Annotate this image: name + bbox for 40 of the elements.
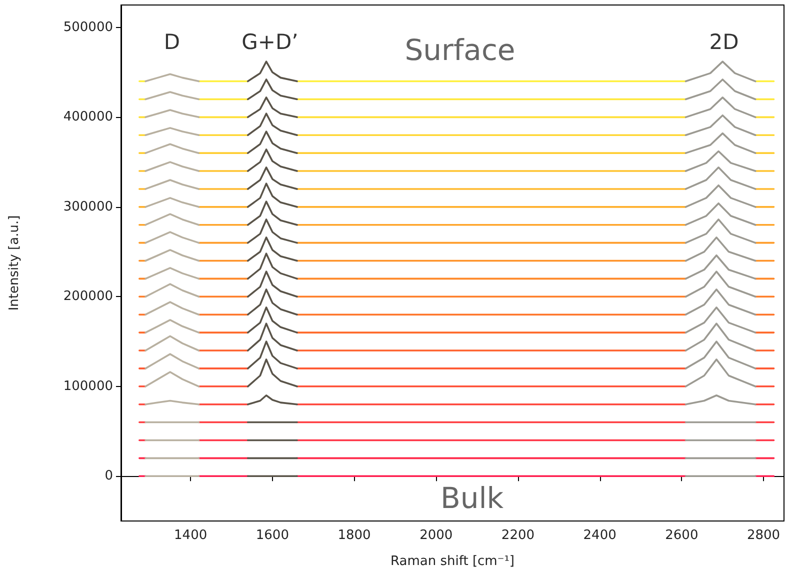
line-series	[246, 394, 298, 406]
x-tick-label: 2000	[420, 528, 453, 543]
line-series	[246, 182, 298, 208]
x-tick-label: 2400	[583, 528, 616, 543]
x-tick-label: 2200	[501, 528, 535, 543]
line-series	[246, 358, 298, 388]
line-series	[246, 252, 298, 280]
annotation: G+D’	[242, 30, 298, 54]
x-tick-label: 1400	[174, 528, 208, 543]
annotation: D	[164, 30, 180, 54]
annotation: Surface	[404, 33, 516, 67]
line-series	[246, 112, 298, 136]
x-tick-label: 2600	[665, 528, 698, 543]
x-axis-title: Raman shift [cm⁻¹]	[390, 554, 514, 569]
line-series	[246, 60, 298, 82]
y-tick-label: 500000	[63, 20, 113, 35]
line-series	[246, 148, 298, 172]
line-series	[246, 96, 298, 118]
line-series	[246, 340, 298, 370]
line-series	[246, 288, 298, 316]
y-tick-label: 400000	[63, 110, 113, 125]
annotation: 2D	[709, 30, 739, 54]
x-tick-label: 1600	[256, 528, 289, 543]
line-series	[246, 166, 298, 190]
annotation: Bulk	[440, 481, 504, 515]
line-series	[246, 218, 298, 244]
x-tick-label: 1800	[338, 528, 371, 543]
line-series	[246, 236, 298, 262]
y-tick-label: 200000	[63, 289, 113, 304]
y-axis-title: Intensity [a.u.]	[7, 215, 22, 311]
line-series	[246, 78, 298, 100]
line-series	[246, 270, 298, 298]
line-series	[246, 130, 298, 154]
y-tick-label: 300000	[63, 199, 113, 214]
y-tick-label: 0	[104, 468, 113, 484]
x-tick-label: 2800	[746, 528, 780, 543]
line-series	[246, 322, 298, 352]
line-series	[246, 200, 298, 226]
y-tick-label: 100000	[63, 378, 113, 394]
line-series	[246, 306, 298, 334]
